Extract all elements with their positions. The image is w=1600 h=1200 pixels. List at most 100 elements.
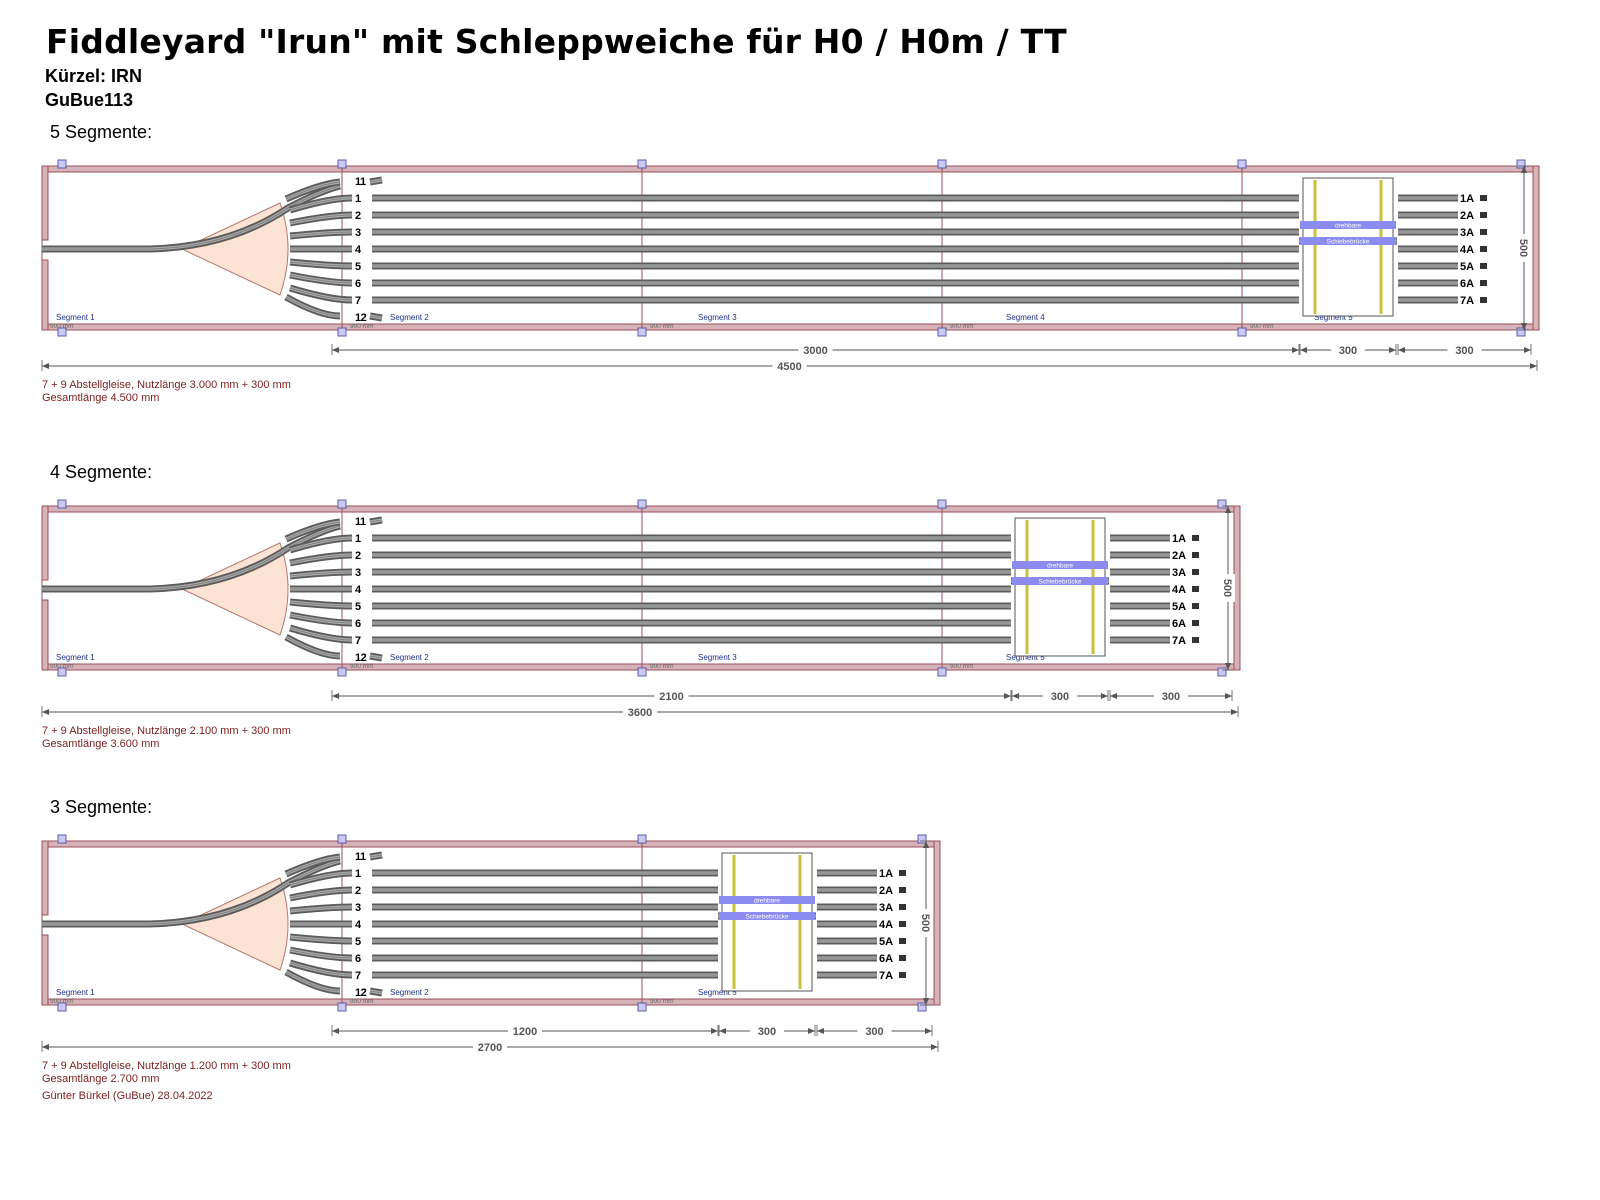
total-length-dimension: 2700 (41, 1040, 939, 1054)
track-number-3: 3 (355, 567, 361, 579)
buffer-stop (1192, 569, 1199, 575)
segment-length-label: 900 mm (650, 323, 673, 330)
bridge-band-bottom (1012, 577, 1108, 585)
layout-heading: 5 Segmente: (50, 122, 152, 142)
segment-marker (937, 499, 947, 509)
fan-track-2 (289, 551, 353, 567)
buffer-stop (899, 870, 906, 876)
fan-track-3 (289, 568, 353, 580)
track-number-6A: 6A (1460, 278, 1474, 290)
track-number-7: 7 (355, 970, 361, 982)
track-number-2: 2 (355, 885, 361, 897)
approach-track (42, 522, 341, 593)
segment-label: Segment 2 (390, 653, 429, 662)
segment-label: Segment 3 (698, 653, 737, 662)
track-number-4: 4 (355, 584, 362, 596)
segment-marker (937, 667, 947, 677)
buffer-stop (1192, 535, 1199, 541)
segment-marker (337, 834, 347, 844)
track-number-7A: 7A (1460, 295, 1474, 307)
segment-marker (917, 1002, 927, 1012)
fan-track-2 (289, 886, 353, 902)
bridge-dimension: 300 (1299, 343, 1397, 357)
segment-marker (1516, 327, 1526, 337)
track-stub-11-end (369, 516, 383, 526)
dimension-label: 300 (1455, 345, 1473, 357)
track-number-12: 12 (355, 987, 367, 999)
track-number-2: 2 (355, 210, 361, 222)
traverser-bridge: drehbare Schiebebrücke (1299, 177, 1397, 317)
fan-track-6 (289, 271, 353, 287)
track-number-6: 6 (355, 953, 361, 965)
track-number-11: 11 (355, 516, 366, 528)
dimension-label: 300 (758, 1026, 776, 1038)
track-number-4: 4 (355, 244, 362, 256)
segment-label: Segment 5 (698, 988, 737, 997)
fan-track-5 (289, 598, 353, 610)
fan-track-1 (288, 869, 353, 889)
segment-length-label: 900 mm (50, 663, 73, 670)
segment-length-label: 900 mm (950, 663, 973, 670)
buffer-stop (1192, 603, 1199, 609)
stub-dimension: 300 (1397, 343, 1532, 357)
buffer-stop (1192, 620, 1199, 626)
buffer-stop (1480, 263, 1487, 269)
usable-length-dimension: 1200 (331, 1024, 719, 1038)
segment-marker (1237, 327, 1247, 337)
segment-marker (57, 1002, 67, 1012)
width-dimension: 500 (919, 840, 933, 1006)
buffer-stop (899, 904, 906, 910)
dimension-label: 1200 (513, 1026, 537, 1038)
segment-marker (57, 667, 67, 677)
buffer-stop (1480, 212, 1487, 218)
page-title: Fiddleyard "Irun" mit Schleppweiche für … (46, 22, 1067, 61)
fan-track-5 (289, 933, 353, 945)
fan-track-6 (289, 611, 353, 627)
layout-note-total: Gesamtlänge 4.500 mm (42, 392, 159, 404)
track-number-12: 12 (355, 652, 367, 664)
track-number-3: 3 (355, 902, 361, 914)
buffer-stop (1480, 246, 1487, 252)
buffer-stop (1480, 297, 1487, 303)
track-stub-11-end (369, 176, 383, 186)
track-number-5A: 5A (1460, 261, 1474, 273)
track-number-2A: 2A (1460, 210, 1474, 222)
fan-track-7 (288, 959, 353, 979)
segment-marker (337, 1002, 347, 1012)
segment-marker (337, 159, 347, 169)
buffer-stop (899, 921, 906, 927)
segment-length-label: 900 mm (350, 663, 373, 670)
dimension-label: 4500 (777, 361, 801, 373)
approach-track (42, 857, 341, 928)
total-length-dimension: 4500 (41, 359, 1538, 373)
track-number-1: 1 (355, 868, 361, 880)
track-number-5: 5 (355, 936, 361, 948)
segment-label: Segment 2 (390, 313, 429, 322)
segment-length-label: 900 mm (650, 663, 673, 670)
segment-marker (1217, 667, 1227, 677)
segment-length-label: 900 mm (350, 998, 373, 1005)
segment-marker (1516, 159, 1526, 169)
segment-marker (57, 159, 67, 169)
track-stub-11 (284, 518, 341, 543)
track-stub-12 (284, 968, 341, 995)
buffer-stop (1192, 637, 1199, 643)
segment-marker (57, 499, 67, 509)
track-stub-12 (284, 633, 341, 660)
total-length-dimension: 3600 (41, 705, 1239, 719)
track-number-2: 2 (355, 550, 361, 562)
segment-marker (937, 159, 947, 169)
track-number-4A: 4A (879, 919, 893, 931)
bridge-label-bottom: Schiebebrücke (746, 914, 789, 921)
segment-marker (57, 327, 67, 337)
layout-note-usable: 7 + 9 Abstellgleise, Nutzlänge 1.200 mm … (42, 1060, 291, 1072)
segment-marker (57, 834, 67, 844)
dimension-label: 300 (1339, 345, 1357, 357)
buffer-stop (1480, 229, 1487, 235)
track-number-5A: 5A (1172, 601, 1186, 613)
bridge-band-bottom (719, 912, 815, 920)
dimension-label: 3600 (628, 707, 652, 719)
